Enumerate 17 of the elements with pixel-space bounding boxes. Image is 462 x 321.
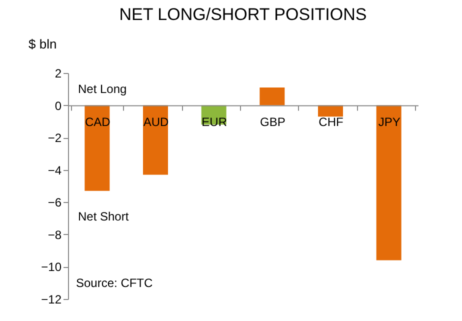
y-tick-label: −8 <box>48 228 62 242</box>
y-tick-label: 2 <box>54 66 62 80</box>
annotation: Net Short <box>78 210 130 224</box>
y-tick-label: −6 <box>48 196 62 210</box>
x-tick-label: GBP <box>260 114 286 129</box>
x-tick-label: AUD <box>143 114 169 129</box>
x-tick-label: JPY <box>378 114 400 129</box>
y-tick-label: −4 <box>48 163 62 178</box>
y-axis-title: $ bln <box>28 36 57 52</box>
annotation: Net Long <box>78 82 127 96</box>
y-tick-label: 0 <box>54 98 62 113</box>
y-tick-label: −10 <box>41 260 62 274</box>
annotation: Source: CFTC <box>76 276 154 290</box>
chart-title: NET LONG/SHORT POSITIONS <box>119 5 367 24</box>
y-tick-label: −2 <box>48 131 62 146</box>
x-tick-label: CHF <box>318 114 344 129</box>
y-tick-label: −12 <box>41 292 62 306</box>
